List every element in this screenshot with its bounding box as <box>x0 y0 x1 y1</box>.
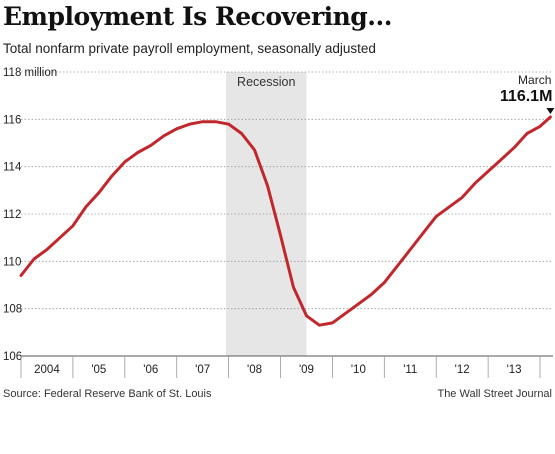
x-tick-label: '13 <box>507 364 522 376</box>
x-tick-label: 2004 <box>34 364 60 376</box>
y-axis: 106 108 110 112 114 116 118 million <box>3 67 57 363</box>
y-tick-label: 118 million <box>3 67 57 79</box>
x-tick-label: '08 <box>247 364 262 376</box>
x-tick-label: '09 <box>299 364 314 376</box>
x-tick-label: '12 <box>455 364 470 376</box>
publication-credit: The Wall Street Journal <box>437 388 552 400</box>
y-tick-label: 106 <box>3 351 22 363</box>
employment-series-line <box>19 115 552 327</box>
annotation-month-label: March <box>518 73 551 87</box>
x-tick-label: '07 <box>195 364 210 376</box>
chart-title: Employment Is Recovering... <box>3 2 392 31</box>
series-layer <box>19 115 552 327</box>
gridlines <box>21 71 553 310</box>
source-note: Source: Federal Reserve Bank of St. Loui… <box>3 388 212 400</box>
y-tick-label: 116 <box>3 114 21 126</box>
y-tick-label: 110 <box>3 256 21 268</box>
chart-subtitle: Total nonfarm private payroll employment… <box>3 41 376 56</box>
y-tick-label: 112 <box>3 209 21 221</box>
x-tick-label: '06 <box>143 364 158 376</box>
x-tick-label: '10 <box>351 364 366 376</box>
x-axis: 2004 '05 '06 '07 '08 '09 '10 '11 '12 '13 <box>20 355 553 378</box>
y-tick-label: 114 <box>3 162 22 174</box>
x-tick-label: '05 <box>91 364 106 376</box>
recession-label: Recession <box>237 75 295 89</box>
y-tick-label: 108 <box>3 304 22 316</box>
annotation-pointer <box>546 107 555 114</box>
annotation-value-label: 116.1M <box>500 88 552 105</box>
x-tick-label: '11 <box>403 364 417 376</box>
